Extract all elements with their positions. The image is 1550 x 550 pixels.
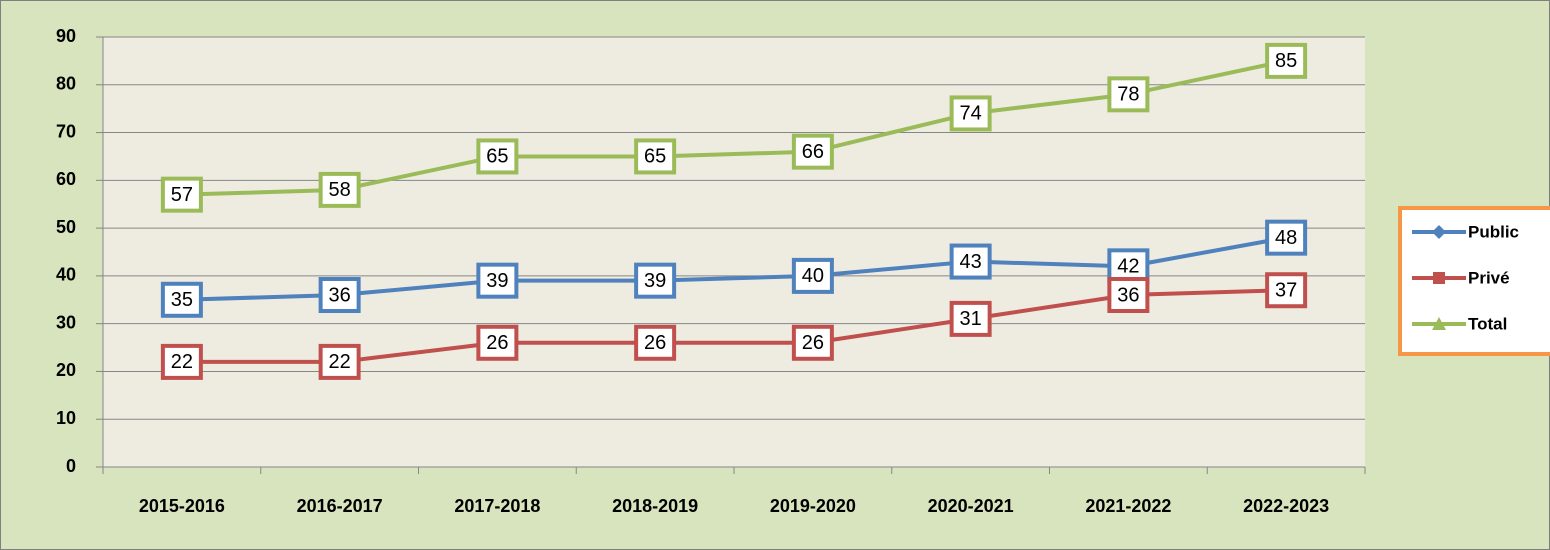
data-label: 74 (960, 103, 982, 125)
x-tick-label: 2021-2022 (1085, 496, 1171, 516)
data-label: 26 (644, 332, 666, 354)
data-label-box (634, 138, 677, 175)
data-label: 78 (1117, 84, 1139, 106)
data-label: 40 (802, 265, 824, 287)
series-line (181, 58, 1287, 197)
data-label: 58 (329, 179, 351, 201)
data-label: 85 (1275, 50, 1297, 72)
data-label: 66 (802, 141, 824, 163)
y-tick-label: 40 (56, 265, 76, 285)
data-label-box (476, 138, 519, 175)
data-label-box (160, 281, 203, 318)
data-label: 65 (486, 146, 508, 168)
y-tick-label: 60 (56, 169, 76, 189)
data-label: 26 (486, 332, 508, 354)
data-label-box (476, 262, 519, 299)
data-label-box (1107, 277, 1150, 313)
x-tick-label: 2022-2023 (1243, 496, 1329, 516)
x-tick-label: 2017-2018 (454, 496, 540, 516)
data-label: 39 (644, 270, 666, 292)
legend-label: Public (1468, 222, 1519, 241)
data-label-box (160, 176, 203, 213)
data-label-box (791, 324, 834, 361)
data-label-box (318, 171, 361, 208)
data-label-box (160, 343, 203, 380)
x-tick-label: 2020-2021 (928, 496, 1014, 516)
data-label-box (949, 243, 992, 280)
y-tick-label: 80 (56, 74, 76, 94)
data-label-box (949, 300, 992, 337)
data-label-box (318, 277, 361, 313)
data-label-box (476, 324, 519, 361)
data-label-box (949, 95, 992, 132)
data-label: 43 (960, 251, 982, 273)
legend-marker (1432, 317, 1446, 330)
data-label: 35 (171, 289, 193, 311)
x-tick-label: 2016-2017 (297, 496, 383, 516)
legend-marker (1433, 272, 1445, 284)
series-line (181, 235, 1287, 302)
data-label: 31 (960, 308, 982, 330)
legend-label: Total (1468, 314, 1507, 333)
y-tick-label: 10 (56, 408, 76, 428)
y-tick-label: 70 (56, 121, 76, 141)
data-label: 48 (1275, 227, 1297, 249)
data-label-box (791, 133, 834, 170)
legend-label: Privé (1468, 268, 1510, 287)
data-label: 42 (1117, 256, 1139, 278)
data-label: 37 (1275, 280, 1297, 302)
data-label-box (1265, 42, 1308, 79)
series-line (181, 288, 1287, 364)
x-tick-label: 2019-2020 (770, 496, 856, 516)
data-label: 26 (802, 332, 824, 354)
data-label-box (1265, 272, 1308, 309)
x-tick-label: 2018-2019 (612, 496, 698, 516)
data-label: 65 (644, 146, 666, 168)
data-label-box (1265, 219, 1308, 256)
data-label: 36 (329, 284, 351, 306)
y-tick-label: 30 (56, 312, 76, 332)
y-tick-label: 0 (66, 456, 76, 476)
y-tick-label: 20 (56, 360, 76, 380)
data-label-box (318, 343, 361, 380)
x-tick-label: 2015-2016 (139, 496, 225, 516)
legend-marker (1432, 225, 1446, 239)
data-label-box (1107, 76, 1150, 113)
y-tick-label: 50 (56, 217, 76, 237)
data-label-box (791, 257, 834, 294)
y-tick-label: 90 (56, 26, 76, 46)
data-label-box (634, 262, 677, 299)
data-label: 39 (486, 270, 508, 292)
data-label: 22 (329, 351, 351, 373)
plot-area (103, 37, 1365, 467)
data-label: 22 (171, 351, 193, 373)
data-label: 57 (171, 184, 193, 206)
data-label: 36 (1117, 284, 1139, 306)
data-label-box (634, 324, 677, 361)
